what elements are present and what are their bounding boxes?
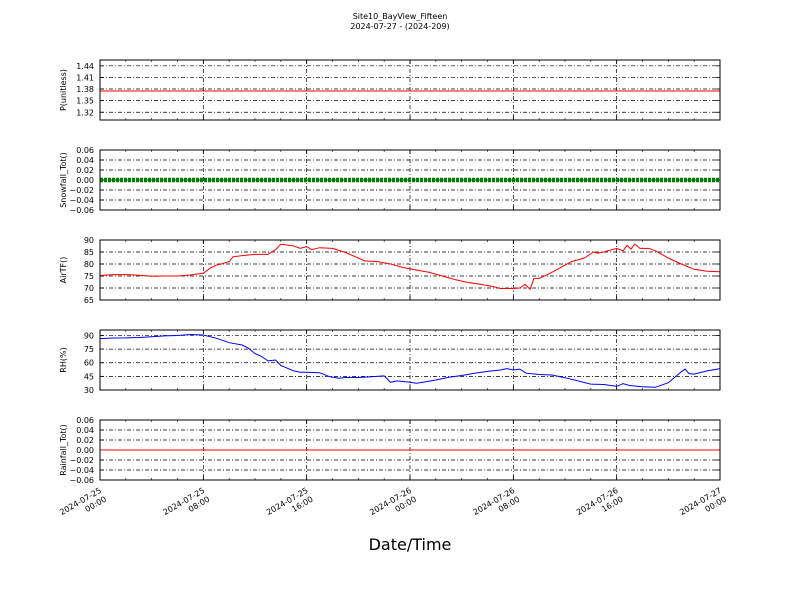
x-tick-labels: 2024-07-2500:00 2024-07-2508:00 2024-07-25… — [58, 486, 728, 526]
y-tick-label: 70 — [84, 284, 94, 293]
y-tick-label: 0.00 — [76, 176, 94, 185]
panel-4: 30 45 60 75 90 RH(%) — [59, 329, 721, 395]
y-tick-label: 0.04 — [76, 426, 94, 435]
series-line — [99, 243, 721, 291]
y-tick-label: 0.02 — [76, 436, 94, 445]
y-tick-label: 30 — [84, 386, 94, 395]
x-tick-label: 2024-07-2500:00 — [58, 486, 108, 526]
y-tick-label: 0.06 — [76, 416, 94, 425]
y-axis-label: Rainfall_Tot() — [59, 424, 68, 476]
y-tick-label: 1.44 — [76, 62, 94, 71]
x-tick-label: 2024-07-2700:00 — [678, 486, 728, 526]
y-tick-label: 80 — [84, 260, 94, 269]
y-tick-label: 0.00 — [76, 446, 94, 455]
y-tick-label: −0.04 — [69, 466, 94, 475]
y-tick-label: −0.06 — [69, 206, 94, 215]
y-tick-label: −0.04 — [69, 196, 94, 205]
y-tick-label: 1.41 — [76, 73, 94, 82]
panel-3: 65 70 75 80 85 90 AirTF() — [59, 236, 721, 305]
y-tick-label: 0.02 — [76, 166, 94, 175]
chart-subtitle: 2024-07-27 - (2024-209) — [350, 22, 449, 31]
y-tick-label: 90 — [84, 331, 94, 340]
y-axis-label: RH(%) — [59, 347, 68, 372]
y-tick-label: 75 — [84, 272, 94, 281]
y-axis-label: P(unitless) — [59, 69, 68, 111]
x-tick-label: 2024-07-2600:00 — [368, 486, 418, 526]
panel-frame — [99, 239, 721, 301]
y-tick-label: −0.06 — [69, 476, 94, 485]
panel-frame — [99, 59, 721, 121]
series-line — [99, 333, 721, 388]
x-tick-label: 2024-07-2616:00 — [575, 486, 625, 526]
y-tick-label: 1.35 — [76, 97, 94, 106]
chart-title: Site10_BayView_Fifteen — [353, 12, 448, 21]
y-tick-label: 65 — [84, 296, 94, 305]
y-tick-label: 1.32 — [76, 108, 94, 117]
panel-frame — [99, 149, 721, 211]
y-tick-label: 1.38 — [76, 85, 94, 94]
y-axis-label: AirTF() — [59, 257, 68, 284]
y-axis-label: Snowfall_Tot() — [59, 152, 68, 208]
y-tick-label: 85 — [84, 248, 94, 257]
panel-frame — [99, 419, 721, 481]
y-tick-label: 45 — [84, 372, 94, 381]
y-tick-label: 60 — [84, 359, 94, 368]
y-tick-label: −0.02 — [69, 456, 94, 465]
y-tick-label: −0.02 — [69, 186, 94, 195]
y-tick-label: 90 — [84, 236, 94, 245]
x-axis-label: Date/Time — [369, 535, 452, 554]
x-tick-label: 2024-07-2508:00 — [162, 486, 212, 526]
panel-2: −0.06−0.04−0.020.000.020.040.06 Snowfall_… — [59, 146, 721, 215]
x-tick-label: 2024-07-2608:00 — [472, 486, 522, 526]
panel-5: −0.06−0.04−0.020.000.020.040.06 Rainfall_… — [59, 416, 721, 485]
x-tick-label: 2024-07-2516:00 — [265, 486, 315, 526]
y-tick-label: 0.06 — [76, 146, 94, 155]
panel-frame — [99, 329, 721, 391]
panel-1: 1.32 1.35 1.38 1.41 1.44 P(unitless) — [59, 59, 721, 121]
y-tick-label: 0.04 — [76, 156, 94, 165]
y-tick-label: 75 — [84, 345, 94, 354]
